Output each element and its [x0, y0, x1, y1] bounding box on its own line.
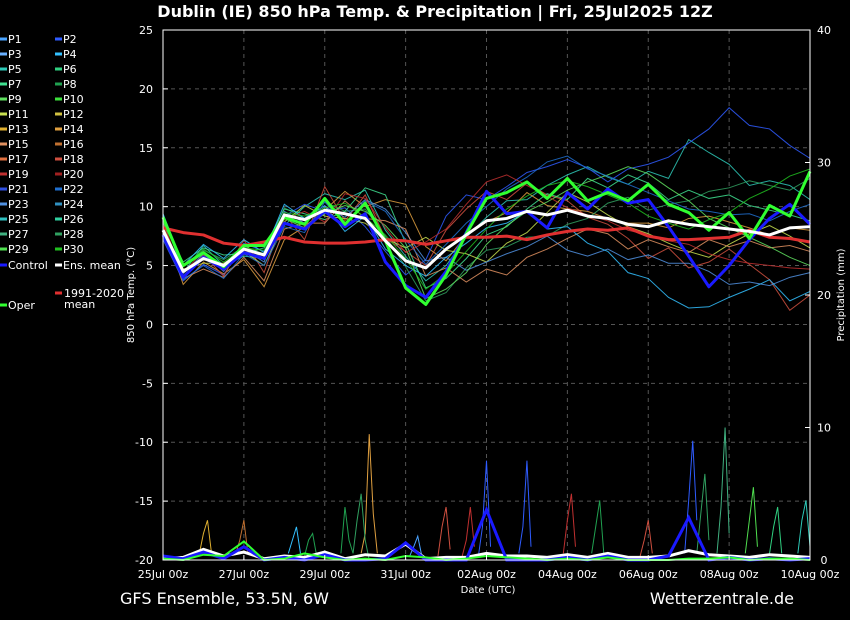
legend-label: P7: [8, 78, 22, 91]
precip-member-trace: [304, 532, 318, 557]
legend-label: P8: [63, 78, 77, 91]
y2-axis-ticks: 40 30 20 10 0: [805, 24, 831, 567]
y-tick-label: -5: [142, 377, 153, 390]
x-tick-label: 04Aug 00z: [538, 568, 597, 581]
x-tick-label: 27Jul 00z: [219, 568, 270, 581]
member-trace: [162, 155, 811, 281]
y-tick-label: -10: [135, 436, 153, 449]
precip-member-trace: [360, 434, 378, 554]
legend-label: P19: [8, 168, 29, 181]
precip-member-trace: [477, 460, 492, 557]
legend-label: P10: [63, 93, 84, 106]
legend-label: P4: [63, 48, 77, 61]
legend-label: P15: [8, 138, 29, 151]
y-tick-label: 10: [139, 201, 153, 214]
legend: P1 P2 P3 P4 P5 P6 P7 P8 P9 P10 P11 P12 P13 P14 P15 P16 P…: [0, 33, 124, 312]
precip-member-trace: [437, 506, 451, 557]
series-control: [161, 187, 812, 299]
legend-label: P26: [63, 213, 84, 226]
x-tick-label: 02Aug 00z: [457, 568, 516, 581]
y2-tick-label: 40: [817, 24, 831, 37]
precip-member-trace: [769, 506, 783, 554]
y2-tick-label: 10: [817, 422, 831, 435]
y2-tick-label: 20: [817, 289, 831, 302]
precip-member-trace: [518, 460, 532, 554]
legend-label: P27: [8, 228, 29, 241]
legend-label: 1991-2020: [64, 287, 124, 300]
legend-label: P12: [63, 108, 84, 121]
legend-label: P29: [8, 243, 29, 256]
precip-member-trace: [287, 526, 301, 554]
precip-member-trace: [340, 506, 354, 554]
legend-label: P25: [8, 213, 29, 226]
precip-member-trace: [562, 493, 576, 554]
legend-label: P30: [63, 243, 84, 256]
y-axis-ticks: 25 20 15 10 5 0 -5 -10 -15 -20: [135, 24, 168, 567]
legend-label: P6: [63, 63, 77, 76]
precip-member-trace: [696, 473, 710, 554]
legend-label: P14: [63, 123, 84, 136]
y-axis-label: 850 hPa Temp. (°C): [126, 247, 137, 343]
legend-label: P13: [8, 123, 29, 136]
legend-label: P18: [63, 153, 84, 166]
legend-label: P3: [8, 48, 22, 61]
x-tick-label: 31Jul 00z: [380, 568, 431, 581]
legend-label: P24: [63, 198, 84, 211]
y-tick-label: -15: [135, 495, 153, 508]
main-series: [161, 170, 812, 306]
series-ens-mean: [161, 208, 811, 273]
x-axis-label: Date (UTC): [461, 585, 516, 596]
legend-label: P20: [63, 168, 84, 181]
x-tick-label: 08Aug 00z: [700, 568, 759, 581]
x-tick-label: 29Jul 00z: [299, 568, 350, 581]
legend-label: P21: [8, 183, 29, 196]
footer-source-label: Wetterzentrale.de: [650, 589, 794, 608]
y2-tick-label: 30: [817, 157, 831, 170]
chart-title: Dublin (IE) 850 hPa Temp. & Precipitatio…: [157, 2, 712, 22]
legend-label: Oper: [8, 299, 35, 312]
y-tick-label: 15: [139, 142, 153, 155]
legend-label: P11: [8, 108, 29, 121]
legend-label: P5: [8, 63, 22, 76]
y-tick-label: 0: [146, 318, 153, 331]
member-trace: [162, 200, 811, 283]
legend-label: P1: [8, 33, 22, 46]
y-tick-label: 25: [139, 24, 153, 37]
precip-member-trace: [716, 427, 730, 554]
precip-member-trace: [591, 500, 605, 554]
y-tick-label: 5: [146, 260, 153, 273]
legend-label: P22: [63, 183, 84, 196]
precip-member-trace: [198, 520, 213, 554]
precip-member-trace: [684, 440, 698, 554]
precip-member-trace: [409, 534, 423, 557]
precip-member-trace: [352, 493, 370, 561]
footer-model-label: GFS Ensemble, 53.5N, 6W: [120, 589, 329, 608]
x-tick-label: 10Aug 00z: [781, 568, 840, 581]
legend-label: P16: [63, 138, 84, 151]
legend-label: P2: [63, 33, 77, 46]
x-tick-label: 25Jul 00z: [138, 568, 189, 581]
precip-member-trace: [639, 520, 653, 557]
legend-label: P9: [8, 93, 22, 106]
legend-label: P17: [8, 153, 29, 166]
legend-label: Control: [8, 259, 48, 272]
legend-label: P28: [63, 228, 84, 241]
series-oper: [161, 170, 812, 306]
precip-member-trace: [744, 487, 758, 554]
x-tick-label: 06Aug 00z: [619, 568, 678, 581]
legend-label: mean: [64, 298, 95, 311]
legend-label: Ens. mean: [63, 259, 121, 272]
precip-member-trace: [461, 506, 475, 557]
y2-tick-label: 0: [821, 554, 828, 567]
legend-label: P23: [8, 198, 29, 211]
y-tick-label: -20: [135, 554, 153, 567]
x-axis-ticks: 25Jul 00z 27Jul 00z 29Jul 00z 31Jul 00z 02Au…: [138, 555, 840, 581]
y2-axis-label: Precipitation (mm): [836, 248, 847, 341]
precip-member-trace: [797, 500, 811, 554]
y-tick-label: 20: [139, 83, 153, 96]
